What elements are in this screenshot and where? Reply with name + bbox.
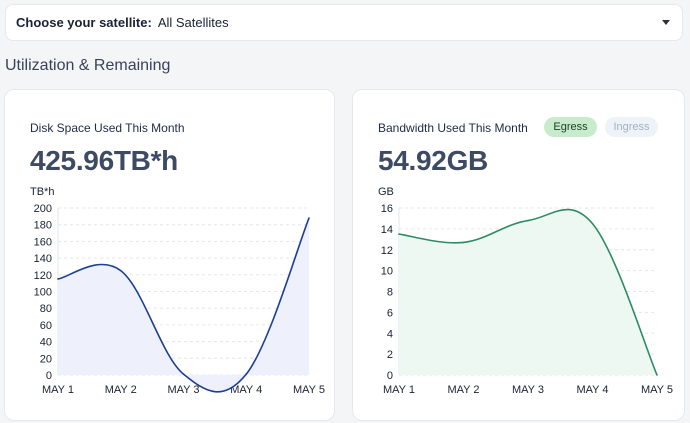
disk-space-card: Disk Space Used This Month 425.96TB*h TB… <box>4 89 335 421</box>
bandwidth-card: Bandwidth Used This Month Egress Ingress… <box>352 89 685 421</box>
disk-chart-x-tick: MAY 3 <box>168 384 200 396</box>
bandwidth-title: Bandwidth Used This Month <box>378 121 528 135</box>
disk-chart-y-tick: 80 <box>40 303 52 315</box>
bandwidth-chart: 0 2 4 6 8 10 12 14 16 MAY 1 MAY 2 MAY 3 MAY 4 MAY 5 <box>381 203 673 396</box>
disk-space-chart: 0 20 40 60 80 100 120 140 160 180 200 MAY 1 MAY 2 MAY… <box>34 203 325 396</box>
disk-chart-y-tick: 60 <box>40 320 52 332</box>
disk-chart-x-tick: MAY 2 <box>105 384 137 396</box>
bandwidth-y-unit: GB <box>378 186 394 198</box>
bandwidth-chart-x-tick: MAY 3 <box>512 384 544 396</box>
disk-chart-y-tick: 140 <box>34 253 52 265</box>
disk-chart-line <box>57 217 310 393</box>
disk-chart-x-tick: MAY 4 <box>230 384 262 396</box>
satellite-selector[interactable]: Choose your satellite: All Satellites <box>5 4 683 41</box>
disk-space-title: Disk Space Used This Month <box>30 121 185 135</box>
disk-chart-y-tick: 0 <box>46 370 52 382</box>
egress-tab[interactable]: Egress <box>544 117 597 137</box>
disk-chart-y-tick: 120 <box>34 270 52 282</box>
disk-chart-y-tick: 200 <box>34 203 52 215</box>
disk-chart-y-tick: 20 <box>40 353 52 365</box>
disk-chart-x-tick: MAY 1 <box>42 384 74 396</box>
disk-chart-y-tick: 160 <box>34 236 52 248</box>
section-title: Utilization & Remaining <box>5 57 171 74</box>
disk-chart-y-tick: 100 <box>34 287 52 299</box>
bandwidth-chart-y-tick: 8 <box>387 287 393 299</box>
bandwidth-chart-y-tick: 16 <box>381 203 393 215</box>
bandwidth-chart-x-tick: MAY 5 <box>641 384 673 396</box>
chevron-down-icon[interactable] <box>662 20 670 25</box>
bandwidth-chart-y-tick: 6 <box>387 307 393 319</box>
disk-chart-point <box>182 373 185 375</box>
bandwidth-chart-y-tick: 2 <box>387 349 393 361</box>
satellite-selector-label: Choose your satellite: <box>16 15 152 30</box>
bandwidth-chart-x-tick: MAY 1 <box>383 384 415 396</box>
bandwidth-chart-area <box>399 209 657 375</box>
disk-space-y-unit: TB*h <box>30 186 55 198</box>
bandwidth-chart-y-tick: 12 <box>381 245 393 257</box>
bandwidth-chart-line <box>398 208 658 376</box>
disk-chart-y-tick: 40 <box>40 337 52 349</box>
satellite-selector-value: All Satellites <box>157 15 229 30</box>
disk-chart-x-tick: MAY 5 <box>293 384 325 396</box>
bandwidth-chart-y-tick: 14 <box>381 224 393 236</box>
bandwidth-chart-x-tick: MAY 4 <box>577 384 609 396</box>
disk-chart-point <box>119 269 122 272</box>
disk-chart-point <box>308 217 310 219</box>
bandwidth-chart-x-tick: MAY 2 <box>448 384 480 396</box>
disk-space-value: 425.96TB*h <box>30 145 178 176</box>
bandwidth-chart-point <box>398 233 400 235</box>
disk-chart-point <box>245 373 248 375</box>
bandwidth-chart-point <box>656 374 658 376</box>
bandwidth-value: 54.92GB <box>378 145 488 176</box>
disk-chart-y-tick: 180 <box>34 220 52 232</box>
bandwidth-chart-y-tick: 10 <box>381 266 393 278</box>
bandwidth-chart-y-tick: 0 <box>387 370 393 382</box>
disk-chart-point <box>57 278 59 280</box>
bandwidth-chart-point <box>462 241 465 244</box>
bandwidth-chart-point <box>591 222 594 225</box>
bandwidth-chart-point <box>527 219 529 222</box>
ingress-tab[interactable]: Ingress <box>605 117 658 137</box>
bandwidth-chart-y-tick: 4 <box>387 328 393 340</box>
disk-chart-area <box>58 218 309 392</box>
